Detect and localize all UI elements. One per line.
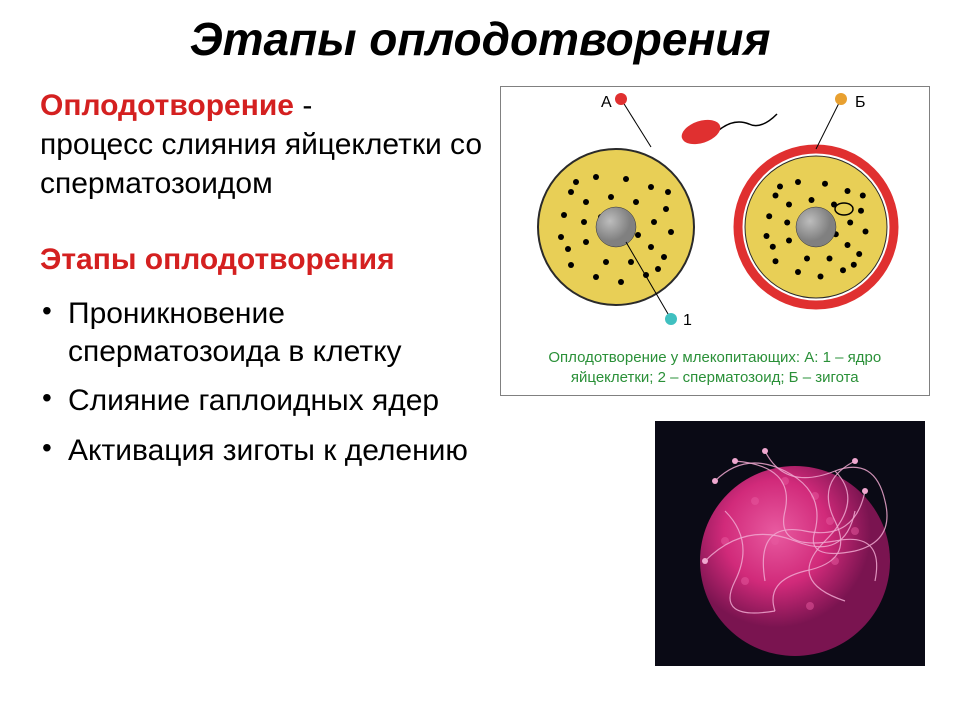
svg-text:Б: Б (855, 94, 866, 111)
photo-svg (655, 421, 925, 666)
diagram-caption: Оплодотворение у млекопитающих: А: 1 – я… (509, 348, 921, 387)
stages-list: Проникновение сперматозоида в клетку Сли… (40, 295, 490, 469)
image-column: А Б 1 Оплодотворение у млекопитающих: А: 1… (500, 86, 930, 481)
content-wrap: Оплодотворение - процесс слияния яйцекле… (0, 66, 960, 481)
stages-heading: Этапы оплодотворения (40, 243, 490, 277)
definition-term: Оплодотворение (40, 89, 294, 122)
definition-dash: - (294, 89, 312, 122)
microscopy-photo (655, 421, 925, 666)
svg-text:1: 1 (683, 312, 692, 329)
svg-text:А: А (601, 94, 612, 111)
list-item: Активация зиготы к делению (40, 432, 490, 470)
definition-text: процесс слияния яйцеклетки со сперматозо… (40, 128, 482, 200)
definition-block: Оплодотворение - процесс слияния яйцекле… (40, 86, 490, 203)
text-column: Оплодотворение - процесс слияния яйцекле… (40, 86, 500, 481)
fertilization-diagram: А Б 1 Оплодотворение у млекопитающих: А: 1… (500, 86, 930, 396)
list-item: Проникновение сперматозоида в клетку (40, 295, 490, 370)
slide-title: Этапы оплодотворения (0, 0, 960, 66)
list-item: Слияние гаплоидных ядер (40, 382, 490, 420)
